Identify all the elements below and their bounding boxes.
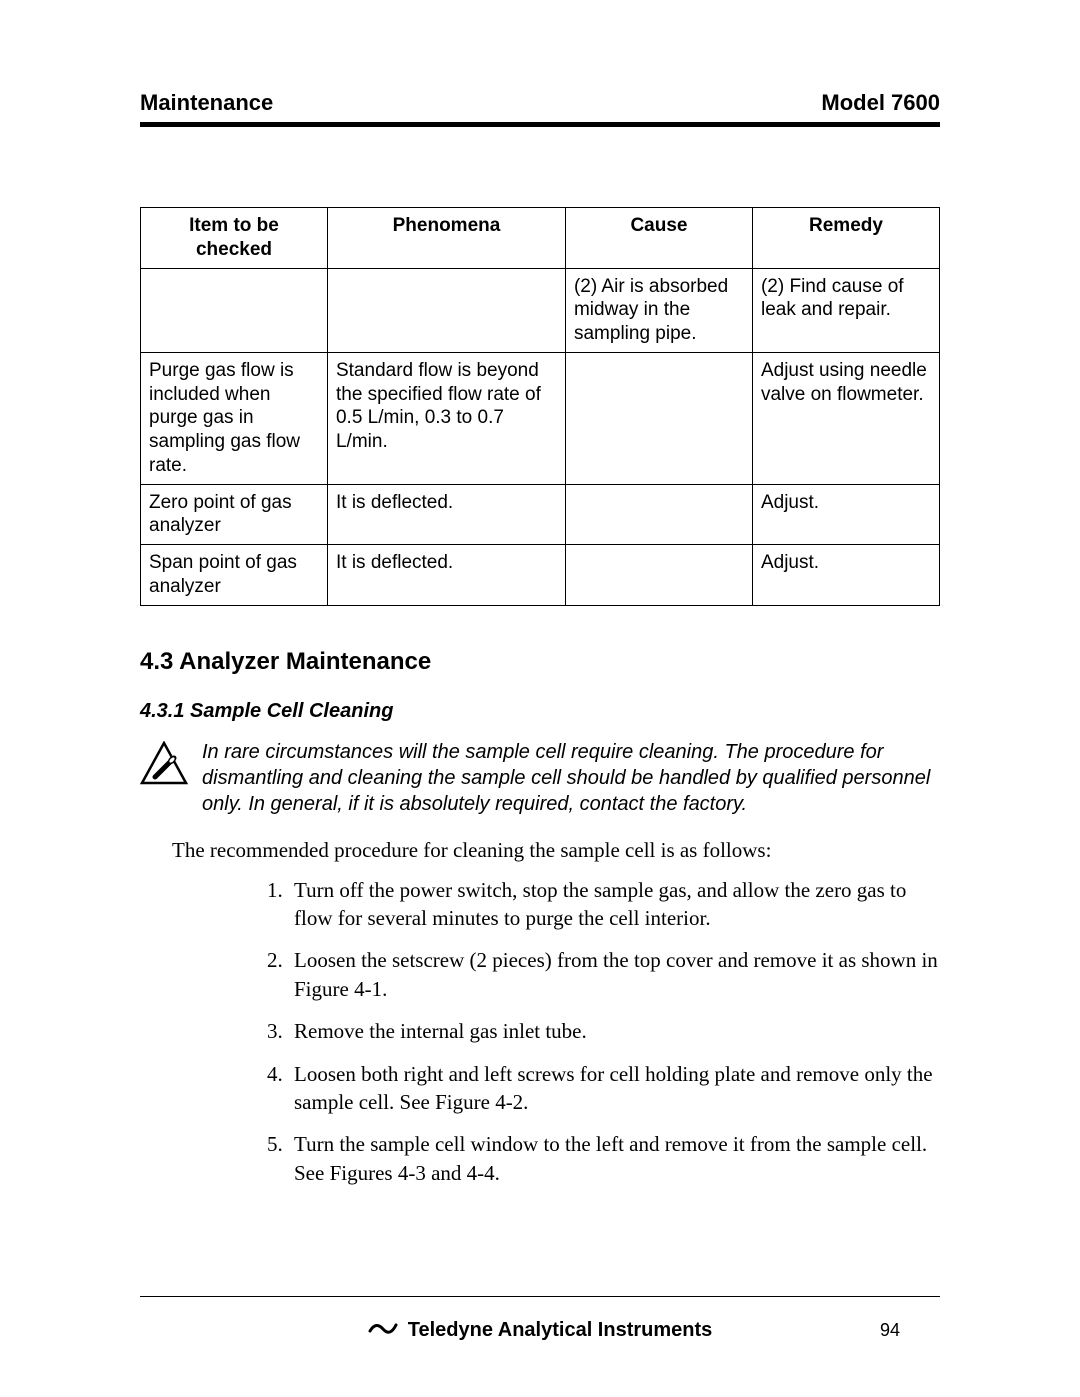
list-item: Loosen the setscrew (2 pieces) from the … xyxy=(288,946,940,1003)
header-left: Maintenance xyxy=(140,90,273,116)
cell-remedy: Adjust. xyxy=(752,484,939,545)
col-header-phenomena: Phenomena xyxy=(327,208,565,269)
cell-phenomena xyxy=(327,268,565,352)
list-item: Turn the sample cell window to the left … xyxy=(288,1130,940,1187)
col-header-item: Item to be checked xyxy=(141,208,328,269)
col-header-remedy: Remedy xyxy=(752,208,939,269)
cell-cause xyxy=(565,484,752,545)
section-heading: 4.3 Analyzer Maintenance xyxy=(140,648,940,676)
procedure-list: Turn off the power switch, stop the samp… xyxy=(260,876,940,1187)
subsection-heading: 4.3.1 Sample Cell Cleaning xyxy=(140,700,940,723)
warning-note-text: In rare circumstances will the sample ce… xyxy=(202,739,940,817)
cell-remedy: Adjust using needle valve on flowmeter. xyxy=(752,352,939,484)
page: Maintenance Model 7600 Item to be checke… xyxy=(0,0,1080,1397)
cell-item: Zero point of gas analyzer xyxy=(141,484,328,545)
table-row: Span point of gas analyzer It is deflect… xyxy=(141,545,940,606)
cell-cause: (2) Air is absorbed midway in the sampli… xyxy=(565,268,752,352)
cell-phenomena: It is deflected. xyxy=(327,545,565,606)
cell-remedy: (2) Find cause of leak and repair. xyxy=(752,268,939,352)
cell-cause xyxy=(565,352,752,484)
page-header: Maintenance Model 7600 xyxy=(140,90,940,122)
cell-remedy: Adjust. xyxy=(752,545,939,606)
warning-note: In rare circumstances will the sample ce… xyxy=(140,739,940,817)
cell-item xyxy=(141,268,328,352)
table-row: Zero point of gas analyzer It is deflect… xyxy=(141,484,940,545)
cell-phenomena: It is deflected. xyxy=(327,484,565,545)
cell-cause xyxy=(565,545,752,606)
company-logo-icon xyxy=(368,1317,398,1343)
header-right: Model 7600 xyxy=(821,90,940,116)
footer-rule xyxy=(140,1296,940,1297)
cell-item: Span point of gas analyzer xyxy=(141,545,328,606)
cell-phenomena: Standard flow is beyond the specified fl… xyxy=(327,352,565,484)
table-header-row: Item to be checked Phenomena Cause Remed… xyxy=(141,208,940,269)
col-header-cause: Cause xyxy=(565,208,752,269)
list-item: Turn off the power switch, stop the samp… xyxy=(288,876,940,933)
intro-paragraph: The recommended procedure for cleaning t… xyxy=(140,837,940,864)
table-row: (2) Air is absorbed midway in the sampli… xyxy=(141,268,940,352)
table-row: Purge gas flow is included when purge ga… xyxy=(141,352,940,484)
page-number: 94 xyxy=(880,1320,900,1341)
list-item: Loosen both right and left screws for ce… xyxy=(288,1060,940,1117)
footer-company: Teledyne Analytical Instruments xyxy=(408,1319,713,1342)
page-footer: Teledyne Analytical Instruments 94 xyxy=(140,1317,940,1343)
list-item: Remove the internal gas inlet tube. xyxy=(288,1017,940,1045)
header-rule xyxy=(140,122,940,127)
troubleshoot-table: Item to be checked Phenomena Cause Remed… xyxy=(140,207,940,606)
caution-triangle-icon xyxy=(140,741,188,790)
cell-item: Purge gas flow is included when purge ga… xyxy=(141,352,328,484)
